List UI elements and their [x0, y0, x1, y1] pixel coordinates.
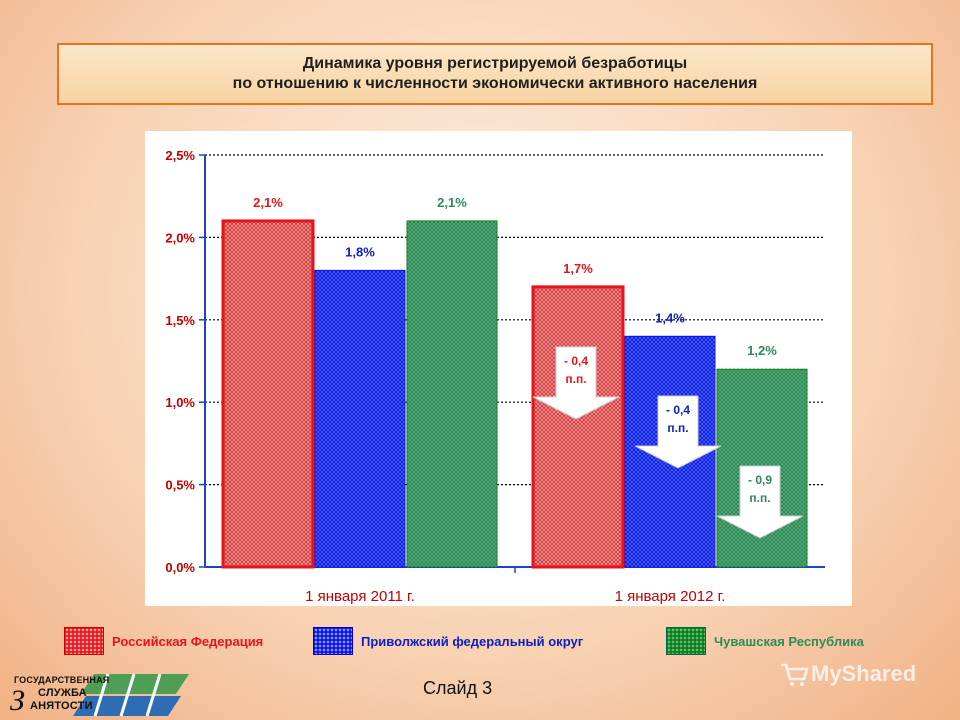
logo-emblem-icon — [73, 673, 189, 717]
bar-value-label: 1,7% — [563, 261, 593, 276]
legend-label-chr: Чувашская Республика — [714, 633, 864, 649]
bar-value-label: 1,2% — [747, 343, 777, 358]
logo-text-line1: ГОСУДАРСТВЕННАЯ — [14, 675, 110, 685]
change-label-unit: п.п. — [667, 421, 688, 435]
change-label-value: - 0,4 — [564, 354, 588, 368]
change-arrow — [716, 465, 804, 539]
change-label-unit: п.п. — [749, 491, 770, 505]
change-label-unit: п.п. — [565, 372, 586, 386]
employment-service-logo: ГОСУДАРСТВЕННАЯ СЛУЖБА АНЯТОСТИ З — [4, 664, 194, 718]
y-tick-label: 2,0% — [165, 230, 195, 245]
legend-item-pfo: Приволжский федеральный округ — [313, 626, 583, 656]
watermark-cart-icon — [781, 663, 809, 686]
legend-label-rf: Российская Федерация — [112, 633, 264, 649]
change-label-value: - 0,4 — [666, 403, 690, 417]
bar — [406, 220, 498, 568]
chart-title-line1: Динамика уровня регистрируемой безработи… — [302, 55, 688, 72]
chart-title-line2: по отношению к численности экономически … — [232, 75, 758, 92]
slide-number-label: Слайд 3 — [423, 678, 493, 698]
bar-chart: 0,0% 0,5% 1,0% 1,5% 2,0% 2,5% 2,1% 1,8% 2,1% 1 ян… — [165, 148, 825, 605]
y-tick-label: 1,5% — [165, 313, 195, 328]
legend-item-chr: Чувашская Республика — [666, 626, 864, 656]
myshared-watermark: MyShared — [775, 655, 925, 695]
bar-value-label: 2,1% — [253, 195, 283, 210]
y-tick-label: 0,5% — [165, 478, 195, 493]
chart-title-box: Динамика уровня регистрируемой безработи… — [57, 43, 933, 105]
legend-swatch-chr — [666, 627, 706, 655]
logo-text-line3: АНЯТОСТИ — [30, 700, 93, 712]
logo-text-line2: СЛУЖБА — [38, 687, 87, 699]
legend-item-rf: Российская Федерация — [64, 626, 263, 656]
bar-value-label: 1,8% — [345, 244, 375, 259]
legend-swatch-pfo — [313, 627, 353, 655]
legend-swatch-rf — [64, 627, 104, 655]
change-arrow — [634, 395, 722, 469]
change-arrow — [532, 346, 620, 420]
bar — [221, 219, 315, 569]
watermark-text: MyShared — [811, 661, 917, 686]
logo-letter: З — [10, 684, 26, 717]
y-tick-label: 2,5% — [165, 148, 195, 163]
y-tick-label: 1,0% — [165, 395, 195, 410]
bar-value-label: 2,1% — [437, 195, 467, 210]
bar — [314, 269, 406, 568]
legend-label-pfo: Приволжский федеральный округ — [361, 633, 584, 649]
chart-panel: 0,0% 0,5% 1,0% 1,5% 2,0% 2,5% 2,1% 1,8% 2,1% 1 ян… — [145, 131, 852, 606]
bar-value-label: 1,4% — [655, 310, 685, 325]
bar — [531, 285, 625, 569]
y-tick-label: 0,0% — [165, 560, 195, 575]
change-label-value: - 0,9 — [748, 473, 772, 487]
x-tick-label: 1 января 2011 г. — [305, 588, 415, 605]
x-tick-label: 1 января 2012 г. — [615, 588, 726, 605]
